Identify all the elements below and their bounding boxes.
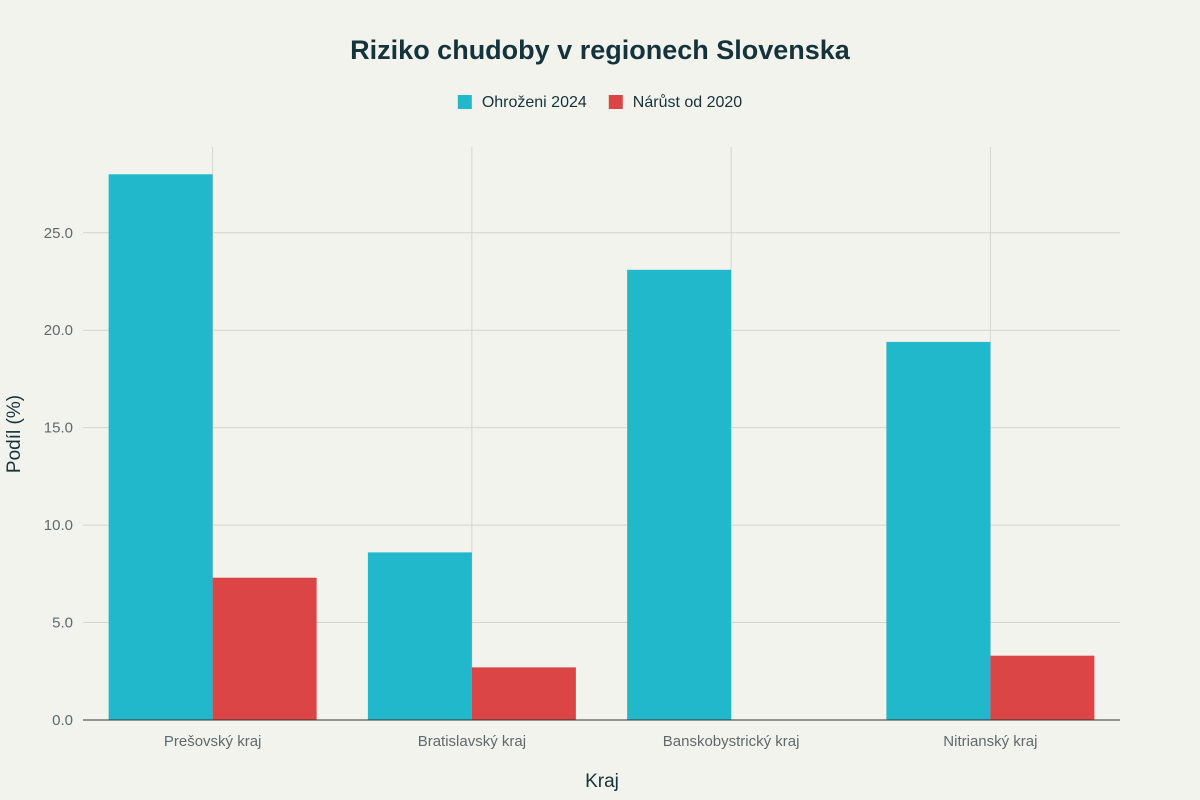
legend-item: Ohroženi 2024	[457, 94, 587, 111]
bar	[627, 269, 732, 720]
y-tick-label: 10.0	[44, 517, 73, 534]
chart-title: Riziko chudoby v regionech Slovenska	[350, 35, 851, 65]
y-tick-label: 25.0	[44, 225, 73, 242]
bar	[367, 552, 472, 720]
legend-item: Nárůst od 2020	[608, 93, 743, 111]
y-tick-label: 20.0	[44, 322, 73, 339]
bar	[471, 667, 576, 720]
y-tick-label: 5.0	[52, 615, 73, 632]
legend-swatch	[608, 95, 623, 109]
axes: 0.0 5.0 10.0 15.0 20.0 25.0 Prešovský kraj Brat…	[44, 225, 1120, 750]
x-tick-label: Bratislavský kraj	[418, 733, 526, 750]
bars	[108, 174, 1095, 721]
bar	[886, 341, 991, 720]
bar	[212, 577, 317, 720]
legend-label: Ohroženi 2024	[482, 94, 587, 111]
x-tick-label: Nitrianský kraj	[943, 733, 1037, 750]
y-tick-label: 0.0	[52, 712, 73, 729]
legend: Ohroženi 2024 Nárůst od 2020	[457, 93, 743, 111]
x-tick-label: Banskobystrický kraj	[663, 733, 800, 750]
y-axis-title: Podíl (%)	[4, 395, 25, 473]
x-tick-label: Prešovský kraj	[164, 733, 262, 750]
x-axis-title: Kraj	[585, 771, 619, 792]
y-tick-label: 15.0	[44, 420, 73, 437]
bar	[990, 655, 1095, 720]
legend-label: Nárůst od 2020	[633, 93, 743, 111]
bar	[108, 174, 213, 721]
legend-swatch	[457, 95, 472, 109]
